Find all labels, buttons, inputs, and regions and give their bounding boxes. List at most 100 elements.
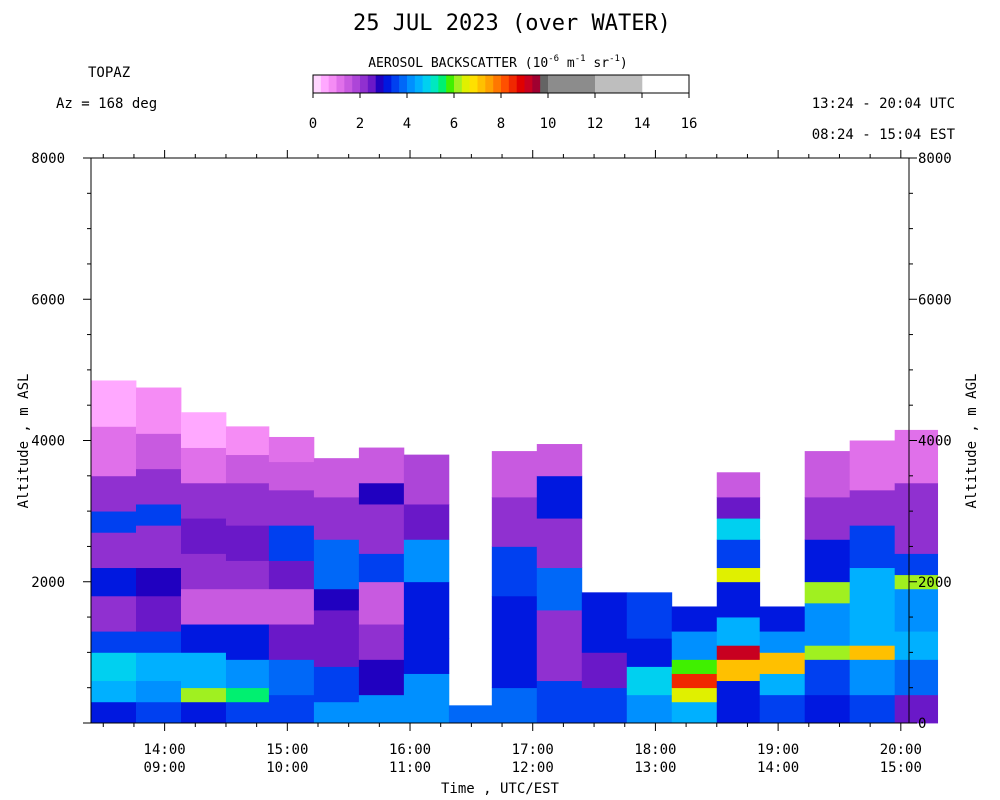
backscatter-cell (716, 497, 761, 519)
backscatter-cell (581, 652, 628, 689)
backscatter-cell (626, 666, 673, 696)
backscatter-cell (849, 659, 896, 696)
backscatter-cell (894, 429, 939, 484)
backscatter-cell (268, 436, 315, 463)
backscatter-cell (804, 581, 851, 604)
backscatter-cell (716, 680, 761, 724)
backscatter-cell (268, 560, 315, 590)
backscatter-cell (849, 645, 896, 660)
colorbar-title-exp2: -1 (575, 54, 586, 64)
colorbar-swatch (469, 75, 478, 93)
colorbar-swatch (485, 75, 494, 93)
axis-labels: 8000 6000 4000 2000 8000 6000 4000 2000 0 14:00 09… (31, 151, 951, 776)
est-range-label: 08:24 - 15:04 EST (812, 127, 956, 143)
backscatter-cell (268, 694, 315, 724)
colorbar-swatch (344, 75, 353, 93)
backscatter-cell (135, 567, 182, 597)
backscatter-cell (313, 701, 360, 724)
backscatter-cell (135, 595, 182, 632)
y-tick-label-left: 6000 (31, 292, 65, 308)
backscatter-cell (894, 694, 939, 724)
x-tick-label-est: 10:00 (266, 760, 308, 776)
backscatter-cell (759, 652, 806, 674)
colorbar-ticks: 0 2 4 6 8 10 12 14 16 (309, 93, 697, 132)
colorbar-tick-label: 12 (587, 116, 604, 132)
colorbar-tick-label: 14 (634, 116, 651, 132)
backscatter-cell (268, 624, 315, 660)
backscatter-cell (135, 680, 182, 703)
colorbar-swatch (501, 75, 510, 93)
backscatter-cell (358, 581, 405, 625)
backscatter-cell (91, 380, 137, 427)
colorbar-swatch (595, 75, 643, 93)
colorbar-swatch (461, 75, 470, 93)
backscatter-cell (403, 638, 450, 674)
backscatter-cell (135, 525, 182, 569)
colorbar-tick-label: 8 (497, 116, 505, 132)
backscatter-cell (491, 497, 538, 547)
backscatter-cell (849, 694, 896, 724)
backscatter-cell (849, 525, 896, 569)
x-tick-label-est: 09:00 (144, 760, 186, 776)
backscatter-cell (536, 610, 583, 682)
backscatter-cell (180, 553, 227, 590)
backscatter-cell (225, 624, 270, 660)
colorbar-swatch (454, 75, 463, 93)
colorbar-swatch (508, 75, 517, 93)
backscatter-cell (403, 581, 450, 639)
backscatter-cell (716, 617, 761, 646)
backscatter-cell (716, 539, 761, 569)
backscatter-cell (536, 475, 583, 519)
backscatter-cell (91, 532, 137, 569)
x-tick-label-utc: 16:00 (389, 742, 431, 758)
backscatter-cell (180, 652, 227, 689)
backscatter-cell (268, 588, 315, 625)
colorbar-swatch (336, 75, 345, 93)
backscatter-cell (268, 489, 315, 526)
backscatter-cell (804, 539, 851, 583)
backscatter-cell (225, 687, 270, 703)
backscatter-cell (91, 595, 137, 632)
backscatter-cell (313, 539, 360, 590)
instrument-label: TOPAZ (88, 65, 130, 81)
colorbar-title: AEROSOL BACKSCATTER (10-6 m-1 sr-1) (368, 54, 628, 71)
colorbar-tick-label: 4 (403, 116, 411, 132)
backscatter-cell (91, 680, 137, 703)
backscatter-cell (225, 588, 270, 625)
backscatter-cell (759, 606, 806, 632)
colorbar-tick-label: 0 (309, 116, 317, 132)
colorbar-swatch (477, 75, 486, 93)
colorbar-swatch (540, 75, 549, 93)
chart-title: 25 JUL 2023 (over WATER) (353, 11, 671, 36)
colorbar-swatch (493, 75, 502, 93)
backscatter-cell (581, 687, 628, 724)
plot-area (91, 380, 939, 724)
backscatter-cell (313, 588, 360, 611)
backscatter-cell (135, 701, 182, 724)
backscatter-cell (491, 451, 538, 498)
backscatter-cell (358, 482, 405, 505)
colorbar-title-mid1: m (559, 56, 575, 71)
backscatter-cell (358, 447, 405, 484)
backscatter-cell (225, 482, 270, 526)
x-tick-label-est: 11:00 (389, 760, 431, 776)
colorbar-swatch (414, 75, 423, 93)
y-tick-label-right: 6000 (918, 292, 952, 308)
backscatter-cell (626, 694, 673, 724)
colorbar-swatch (352, 75, 361, 93)
backscatter-cell (358, 694, 405, 724)
backscatter-cell (536, 680, 583, 724)
y-tick-label-right: 0 (918, 716, 926, 732)
colorbar-swatch (407, 75, 416, 93)
colorbar-title-exp3: -1 (609, 54, 620, 64)
x-tick-label-utc: 15:00 (266, 742, 308, 758)
backscatter-cell (313, 610, 360, 667)
backscatter-cell (671, 659, 718, 674)
x-tick-label-utc: 17:00 (512, 742, 554, 758)
x-tick-label-utc: 20:00 (880, 742, 922, 758)
backscatter-cell (759, 631, 806, 653)
colorbar-tick-label: 10 (540, 116, 557, 132)
backscatter-cell (135, 468, 182, 505)
colorbar-swatch (375, 75, 384, 93)
backscatter-cell (91, 567, 137, 597)
